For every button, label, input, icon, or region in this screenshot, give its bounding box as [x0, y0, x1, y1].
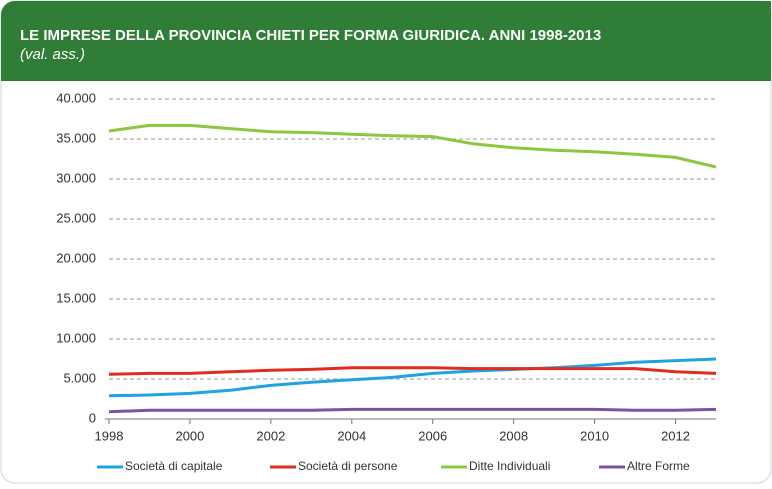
chart-subtitle: (val. ass.): [20, 46, 85, 63]
y-tick-label: 15.000: [56, 290, 96, 305]
y-tick-label: 20.000: [56, 250, 96, 265]
header: [1, 1, 771, 81]
x-tick-label: 1998: [95, 428, 124, 443]
y-tick-label: 5.000: [63, 370, 96, 385]
legend-label: Altre Forme: [627, 459, 690, 473]
y-tick-label: 40.000: [56, 90, 96, 105]
x-tick-label: 2004: [337, 428, 366, 443]
x-tick-label: 2008: [499, 428, 528, 443]
x-tick-label: 2002: [256, 428, 285, 443]
y-tick-label: 25.000: [56, 210, 96, 225]
series-line: [108, 407, 717, 414]
series-line: [108, 366, 717, 376]
chart-title: LE IMPRESE DELLA PROVINCIA CHIETI PER FO…: [20, 27, 601, 44]
series-line: [108, 357, 717, 398]
x-tick-label: 2010: [580, 428, 609, 443]
series-line: [108, 123, 717, 169]
legend-label: Società di persone: [298, 459, 398, 473]
y-tick-label: 0: [89, 410, 96, 425]
x-tick-label: 2006: [418, 428, 447, 443]
y-tick-label: 30.000: [56, 170, 96, 185]
legend-label: Ditte Individuali: [469, 459, 550, 473]
x-tick-label: 2000: [175, 428, 204, 443]
legend-label: Società di capitale: [125, 459, 223, 473]
x-tick-label: 2012: [661, 428, 690, 443]
y-tick-label: 10.000: [56, 330, 96, 345]
y-tick-label: 35.000: [56, 130, 96, 145]
